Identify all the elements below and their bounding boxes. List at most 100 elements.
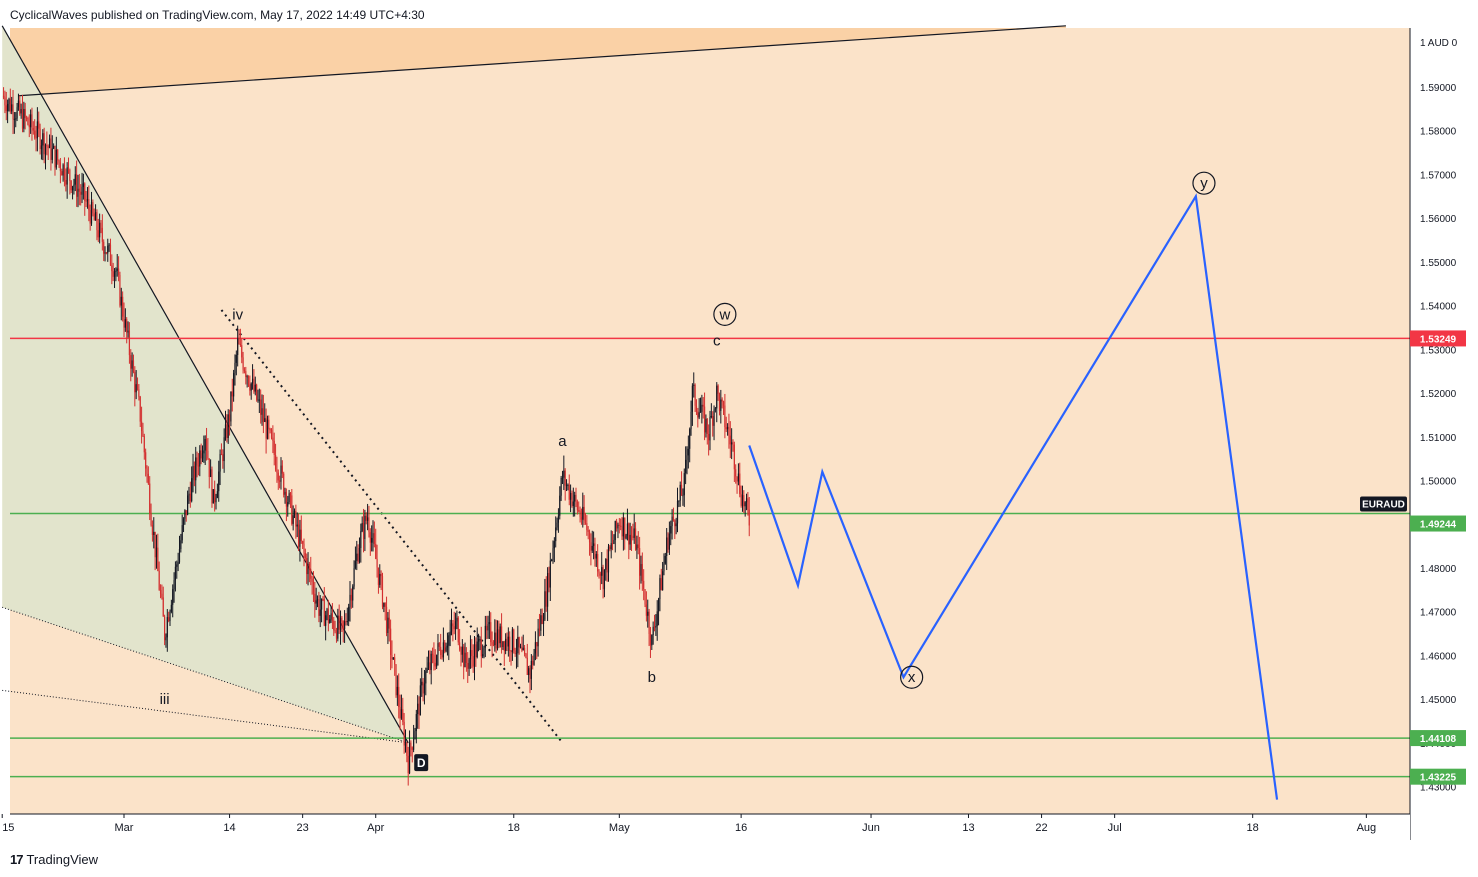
candle-body [329, 619, 331, 623]
candle-body [686, 455, 688, 460]
y-tick-label: 1.58000 [1420, 127, 1457, 138]
candle-body [334, 630, 336, 632]
candle-body [42, 133, 44, 146]
candle-body [143, 436, 145, 453]
candle-body [127, 330, 129, 333]
candle-body [725, 427, 727, 430]
candle-body [452, 623, 454, 627]
candle-body [61, 171, 63, 176]
candle-body [490, 622, 492, 643]
price-tag-current [1410, 515, 1466, 532]
upper-zone [10, 25, 1066, 97]
candle-body [733, 444, 735, 470]
candle-body [299, 529, 301, 547]
y-tick-label: 1.57000 [1420, 170, 1457, 181]
candle-body [552, 548, 554, 560]
candle-body [273, 440, 275, 455]
candle-body [713, 409, 715, 426]
candle-body [559, 495, 561, 516]
candle-body [384, 602, 386, 607]
candle-body [425, 671, 427, 684]
candle-body [325, 615, 327, 626]
candle-body [571, 493, 573, 506]
candle-body [699, 411, 702, 413]
candle-body [281, 465, 283, 474]
candle-body [23, 108, 25, 129]
candle-body [468, 659, 470, 669]
candle-body [296, 524, 298, 527]
candle-body [601, 567, 603, 576]
candle-body [283, 473, 285, 495]
candle-body [15, 118, 17, 120]
candle-body [712, 416, 714, 426]
candle-body [200, 450, 202, 459]
candle-body [126, 319, 128, 333]
candle-body [588, 531, 591, 543]
candle-body [453, 626, 455, 630]
candle-body [419, 685, 421, 716]
candle-body [249, 384, 251, 391]
candle-body [312, 581, 315, 594]
candle-body [162, 597, 164, 617]
candle-body [32, 127, 34, 131]
candle-body [551, 559, 553, 561]
candle-body [357, 553, 359, 562]
candle-body [587, 530, 589, 532]
candle-body [410, 742, 412, 748]
candle-body [603, 569, 606, 590]
candle-body [538, 628, 541, 631]
candle-body [149, 483, 151, 514]
candle-body [442, 642, 444, 658]
candle-body [429, 662, 431, 671]
wave-label-x: x [908, 669, 916, 686]
candle-body [687, 448, 689, 456]
wave-label-c: c [713, 333, 721, 350]
candle-body [119, 274, 121, 306]
candle-body [184, 510, 186, 519]
candle-body [228, 414, 231, 422]
candle-body [630, 534, 633, 537]
time-axis[interactable] [10, 814, 1410, 840]
candle-body [2, 95, 5, 98]
candle-body [140, 421, 143, 432]
x-tick-label: 18 [1247, 822, 1259, 834]
candle-body [667, 537, 669, 550]
candle-body [433, 655, 435, 663]
price-axis[interactable] [1410, 28, 1468, 814]
candle-body [63, 164, 66, 181]
candle-body [698, 412, 700, 418]
candle-body [320, 598, 323, 610]
candle-body [467, 662, 469, 669]
candle-body [337, 615, 339, 639]
candle-body [584, 520, 587, 524]
candle-body [169, 611, 171, 621]
candle-body [668, 533, 670, 550]
footer-brand[interactable]: 17 TradingView [10, 852, 98, 867]
candle-body [210, 469, 212, 477]
x-tick-label: Jul [1108, 822, 1122, 834]
candle-body [448, 635, 450, 646]
candle-body [500, 626, 503, 647]
candle-body [293, 510, 296, 516]
candle-body [343, 621, 346, 629]
candle-body [92, 202, 94, 214]
candle-body [234, 362, 236, 374]
candle-body [430, 653, 432, 671]
candle-body [88, 199, 90, 211]
candle-body [220, 454, 223, 456]
candle-body [614, 521, 616, 541]
candle-body [34, 130, 36, 138]
candle-body [371, 537, 373, 543]
candle-body [621, 526, 623, 537]
candle-body [672, 516, 675, 521]
candle-body [694, 384, 696, 406]
candle-body [721, 399, 723, 402]
candles-layer [2, 87, 750, 786]
candle-body [204, 438, 206, 451]
candle-body [599, 573, 601, 576]
candle-body [54, 145, 56, 168]
candle-body [28, 124, 30, 128]
candle-body [564, 470, 566, 486]
candle-body [112, 271, 114, 277]
